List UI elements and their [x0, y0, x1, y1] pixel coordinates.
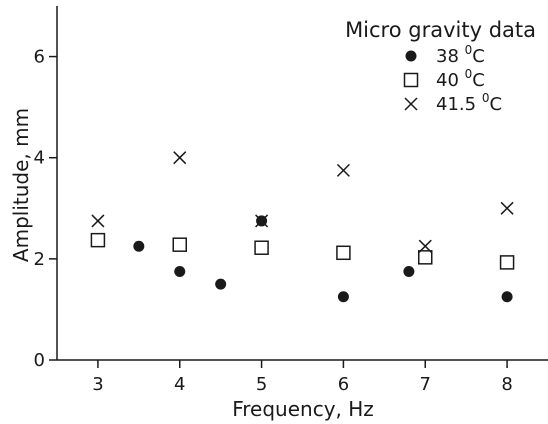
legend-marker-open-square — [403, 72, 419, 88]
cross-point — [336, 163, 350, 177]
legend-marker-cross — [404, 97, 418, 111]
x-tick-label: 6 — [338, 374, 349, 395]
legend-marker-filled-circle — [405, 50, 417, 62]
open-square-point — [172, 237, 187, 252]
x-axis-title: Frequency, Hz — [232, 397, 374, 421]
open-square-point — [499, 255, 515, 270]
data-points — [90, 151, 515, 303]
cross-point — [91, 214, 105, 228]
open-square-point — [254, 240, 269, 255]
filled-circle-point — [501, 291, 513, 303]
cross-point — [418, 239, 432, 253]
filled-circle-point — [337, 291, 349, 303]
x-tick-label: 4 — [174, 374, 185, 395]
cross-point — [255, 214, 269, 228]
legend-title: Micro gravity data — [345, 18, 536, 42]
filled-circle-point — [403, 266, 415, 277]
x-tick-label: 3 — [92, 374, 103, 395]
filled-circle-point — [215, 278, 227, 290]
x-tick-label: 5 — [256, 374, 267, 395]
x-tick-label: 8 — [501, 374, 512, 395]
open-square-point — [418, 250, 433, 265]
ticks: 3 4 5 6 7 8 0 2 4 6 — [34, 47, 513, 395]
open-square-point — [336, 245, 351, 261]
cross-point — [173, 151, 187, 165]
filled-circle-point — [133, 240, 145, 252]
y-tick-label: 0 — [34, 350, 45, 371]
y-tick-label: 6 — [34, 47, 45, 68]
axes — [56, 6, 548, 361]
open-square-point — [90, 232, 106, 248]
x-tick-label: 7 — [420, 374, 431, 395]
legend-label: 41.5 0C — [436, 91, 502, 115]
y-tick-label: 4 — [34, 148, 45, 169]
filled-circle-point — [174, 266, 186, 277]
cross-point — [500, 201, 514, 215]
legend-label: 40 0C — [436, 67, 485, 91]
y-tick-label: 2 — [34, 249, 45, 270]
legend-label: 38 0C — [436, 43, 485, 67]
y-axis-title: Amplitude, mm — [9, 108, 33, 262]
